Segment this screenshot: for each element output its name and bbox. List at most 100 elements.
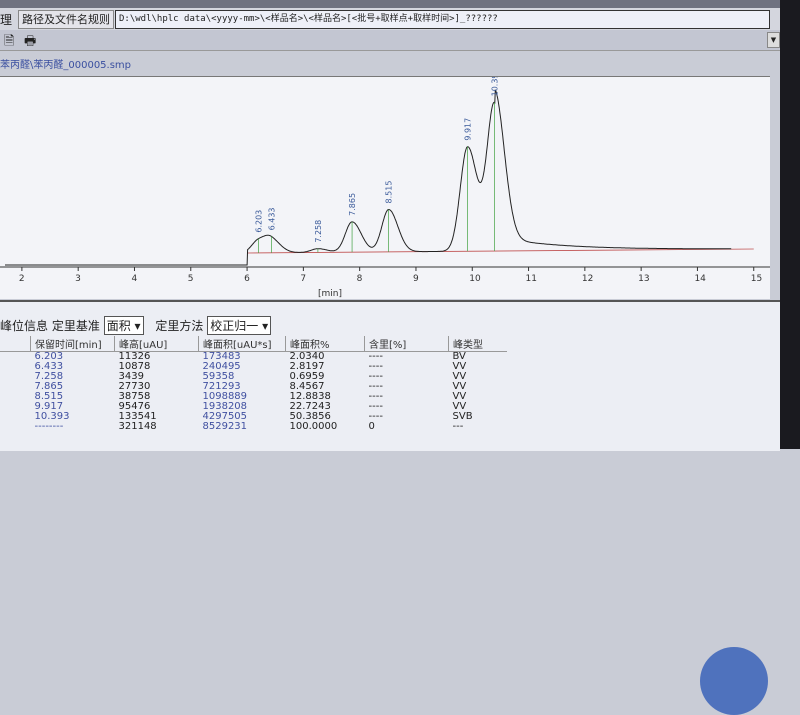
peak-height-cell: 95476 bbox=[118, 401, 151, 412]
retention-time-cell: 10.393 bbox=[34, 411, 70, 422]
content-cell: ---- bbox=[368, 401, 383, 412]
row-gutter bbox=[0, 382, 31, 392]
table-row[interactable]: 9.917 95476 1938208 22.7243 ---- VV bbox=[0, 402, 507, 412]
peak-label: 6.203 bbox=[255, 210, 264, 233]
table-row[interactable]: 6.203 11326 173483 2.0340 ---- BV bbox=[0, 352, 507, 363]
quant-method-label: 定里方法 bbox=[155, 319, 204, 333]
x-axis-label: [min] bbox=[318, 289, 342, 299]
table-row[interactable]: 8.515 38758 1098889 12.8838 ---- VV bbox=[0, 392, 507, 402]
quant-method-value: 校正归一 bbox=[210, 319, 259, 333]
x-tick-label: 15 bbox=[751, 274, 762, 284]
content-cell: 0 bbox=[368, 421, 375, 432]
row-gutter bbox=[0, 362, 31, 372]
window-top-edge bbox=[0, 0, 800, 8]
chromatogram-trace bbox=[5, 89, 732, 266]
tab-peak-info[interactable]: 峰位信息 bbox=[0, 319, 49, 333]
screen-edge bbox=[780, 0, 800, 449]
peak-type-cell: VV bbox=[452, 371, 467, 382]
quant-basis-select[interactable]: 面积 ▾ bbox=[103, 316, 144, 335]
row-gutter bbox=[0, 412, 31, 422]
content-cell: ---- bbox=[368, 371, 383, 382]
peak-type-cell: VV bbox=[452, 361, 467, 372]
quant-basis-value: 面积 bbox=[106, 319, 131, 333]
printer-icon[interactable]: 🖶 bbox=[24, 34, 37, 49]
row-gutter bbox=[0, 422, 31, 432]
content-cell: ---- bbox=[368, 381, 383, 392]
col-retention-time[interactable]: 保留时间[min] bbox=[30, 336, 115, 352]
table-row[interactable]: 6.433 10878 240495 2.8197 ---- VV bbox=[0, 362, 507, 372]
peak-height-cell: 27730 bbox=[118, 381, 151, 392]
left-label: 理 bbox=[0, 13, 13, 27]
x-tick-label: 7 bbox=[300, 274, 306, 284]
area-percent-cell: 100.0000 bbox=[289, 421, 338, 432]
row-gutter bbox=[0, 372, 31, 382]
table-row[interactable]: 10.393 133541 4297505 50.3856 ---- SVB bbox=[0, 412, 507, 422]
area-percent-cell: 22.7243 bbox=[289, 401, 331, 412]
peak-label: 7.865 bbox=[348, 193, 357, 216]
chevron-down-icon: ▾ bbox=[134, 319, 141, 333]
quant-method-select[interactable]: 校正归一 ▾ bbox=[207, 316, 272, 335]
dropdown-arrow-icon[interactable]: ▼ bbox=[767, 32, 780, 48]
area-percent-cell: 50.3856 bbox=[289, 411, 331, 422]
table-row[interactable]: 7.865 27730 721293 8.4567 ---- VV bbox=[0, 382, 507, 392]
x-tick-label: 14 bbox=[694, 274, 706, 284]
col-peak-area[interactable]: 峰面积[uAU*s] bbox=[198, 336, 286, 352]
content-cell: ---- bbox=[368, 361, 383, 372]
naming-rule-row: 理 路径及文件名规则 D:\wdl\hplc data\<yyyy-mm>\<样… bbox=[0, 8, 780, 31]
peak-height-cell: 11326 bbox=[118, 351, 151, 362]
table-row[interactable]: -------- 321148 8529231 100.0000 0 --- bbox=[0, 422, 507, 432]
peak-area-cell: 59358 bbox=[202, 371, 235, 382]
row-gutter bbox=[0, 352, 31, 363]
retention-time-cell: 7.258 bbox=[34, 371, 64, 382]
peak-label: 7.258 bbox=[314, 220, 323, 243]
peak-height-cell: 38758 bbox=[118, 391, 151, 402]
row-gutter bbox=[0, 392, 31, 402]
x-tick-label: 3 bbox=[75, 274, 81, 284]
peak-label: 10.39 bbox=[490, 77, 499, 96]
peak-area-cell: 1098889 bbox=[202, 391, 248, 402]
peak-type-cell: VV bbox=[452, 391, 467, 402]
chromatogram-plot: 2 3 4 5 6 7 8 9 10 11 12 13 14 15 6.203 6.433 7.258 7.865… bbox=[0, 73, 770, 299]
retention-time-cell: -------- bbox=[34, 421, 64, 432]
baseline bbox=[247, 248, 754, 254]
table-row[interactable]: 7.258 3439 59358 0.6959 ---- VV bbox=[0, 372, 507, 382]
peak-area-cell: 240495 bbox=[202, 361, 241, 372]
x-tick-label: 12 bbox=[582, 274, 593, 284]
print-preview-icon[interactable]: 🗎 bbox=[4, 34, 15, 49]
retention-time-cell: 9.917 bbox=[34, 401, 64, 412]
col-peak-type[interactable]: 峰类型 bbox=[448, 336, 507, 352]
watermark-logo bbox=[700, 647, 768, 715]
peak-area-cell: 721293 bbox=[202, 381, 241, 392]
peak-height-cell: 133541 bbox=[118, 411, 157, 422]
peak-info-panel: 峰位信息 定里基准 面积 ▾ 定里方法 校正归一 ▾ 保留时间[min] 峰高[… bbox=[0, 300, 780, 715]
area-percent-cell: 2.0340 bbox=[289, 351, 325, 362]
peak-type-cell: VV bbox=[452, 381, 467, 392]
naming-rule-button[interactable]: 路径及文件名规则 bbox=[18, 10, 114, 29]
col-content[interactable]: 含里[%] bbox=[364, 336, 449, 352]
peak-label: 9.917 bbox=[464, 118, 473, 141]
naming-rule-input[interactable]: D:\wdl\hplc data\<yyyy-mm>\<样品名>\<样品名>[<… bbox=[115, 10, 770, 29]
peak-height-cell: 321148 bbox=[118, 421, 157, 432]
area-percent-cell: 8.4567 bbox=[289, 381, 325, 392]
peak-type-cell: SVB bbox=[452, 411, 473, 422]
row-gutter bbox=[0, 402, 31, 412]
x-tick-label: 11 bbox=[526, 274, 537, 284]
area-percent-cell: 0.6959 bbox=[289, 371, 325, 382]
col-area-percent[interactable]: 峰面积% bbox=[285, 336, 365, 352]
retention-time-cell: 6.203 bbox=[34, 351, 64, 362]
row-header-blank bbox=[0, 336, 31, 352]
col-peak-height[interactable]: 峰高[uAU] bbox=[114, 336, 199, 352]
peak-type-cell: BV bbox=[452, 351, 466, 362]
chevron-down-icon: ▾ bbox=[262, 319, 269, 333]
peak-table: 保留时间[min] 峰高[uAU] 峰面积[uAU*s] 峰面积% 含里[%] … bbox=[0, 336, 507, 432]
peak-area-cell: 4297505 bbox=[202, 411, 248, 422]
content-cell: ---- bbox=[368, 411, 383, 422]
x-tick-label: 13 bbox=[638, 274, 649, 284]
x-tick-label: 6 bbox=[244, 274, 250, 284]
quant-basis-label: 定里基准 bbox=[51, 319, 100, 333]
x-tick-label: 8 bbox=[357, 274, 363, 284]
peak-area-cell: 8529231 bbox=[202, 421, 248, 432]
area-percent-cell: 2.8197 bbox=[289, 361, 325, 372]
x-tick-label: 2 bbox=[19, 274, 25, 284]
area-percent-cell: 12.8838 bbox=[289, 391, 331, 402]
